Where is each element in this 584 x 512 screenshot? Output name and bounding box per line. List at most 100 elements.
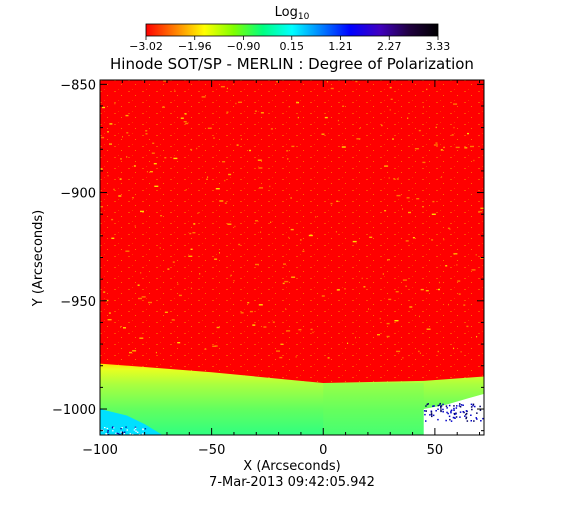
disk-speckle <box>255 220 258 222</box>
disk-speckle <box>389 109 391 111</box>
offlimb-left-noise-dot <box>106 427 109 430</box>
offlimb-noise-dot <box>446 407 448 409</box>
disk-speckle <box>235 102 237 105</box>
disk-speckle <box>148 301 152 304</box>
disk-speckle <box>171 319 175 321</box>
disk-speckle <box>109 123 113 125</box>
offlimb-noise-dot <box>476 412 478 414</box>
disk-speckle <box>180 117 184 119</box>
disk-speckle <box>386 322 390 325</box>
disk-speckle <box>240 138 242 140</box>
offlimb-noise-dot <box>447 412 449 415</box>
disk-speckle <box>449 228 451 230</box>
disk-speckle <box>238 243 241 246</box>
offlimb-noise-dot <box>470 420 472 422</box>
offlimb-left-noise-dot <box>124 431 126 433</box>
disk-speckle <box>254 110 257 112</box>
offlimb-left-noise-dot <box>122 432 124 434</box>
colorbar-gradient <box>145 23 439 37</box>
offlimb-noise-dot <box>465 413 467 416</box>
disk-speckle <box>213 137 215 139</box>
disk-speckle <box>300 239 302 241</box>
offlimb-noise-dot <box>430 411 433 413</box>
offlimb-noise-dot <box>437 418 439 421</box>
disk-speckle <box>105 301 107 303</box>
offlimb-left-noise-dot <box>125 426 127 428</box>
disk-speckle <box>418 350 420 353</box>
offlimb-noise-dot <box>450 420 453 422</box>
disk-speckle <box>207 127 212 129</box>
offlimb-noise-dot <box>450 411 452 414</box>
offlimb-noise-dot <box>440 407 442 409</box>
disk-speckle <box>414 148 419 150</box>
offlimb-noise-dot <box>472 403 475 406</box>
offlimb-noise-dot <box>452 416 455 419</box>
disk-speckle <box>475 254 477 256</box>
disk-speckle <box>152 142 155 144</box>
offlimb-noise-dot <box>475 417 477 419</box>
offlimb-left-noise-dot <box>123 433 125 435</box>
disk-speckle <box>196 147 198 150</box>
x-tick-label: −50 <box>198 443 225 458</box>
offlimb-left-noise-dot <box>115 432 117 434</box>
disk-speckle <box>394 320 399 322</box>
disk-speckle <box>126 156 128 158</box>
disk-speckle <box>133 165 136 167</box>
disk-speckle <box>310 328 313 331</box>
disk-speckle <box>123 327 126 329</box>
disk-speckle <box>102 106 105 109</box>
disk-speckle <box>164 311 168 313</box>
disk-speckle <box>453 347 455 350</box>
disk-speckle <box>453 103 458 105</box>
disk-speckle <box>276 350 280 352</box>
offlimb-left-noise-dot <box>112 427 115 429</box>
disk-speckle <box>219 200 224 202</box>
offlimb-noise-dot <box>464 415 466 417</box>
disk-speckle <box>425 290 429 292</box>
colorbar-tick-label: −1.96 <box>178 40 212 53</box>
offlimb-noise-dot <box>459 406 462 408</box>
disk-speckle <box>405 240 409 242</box>
offlimb-noise-dot <box>455 413 457 415</box>
disk-speckle <box>286 150 289 152</box>
disk-speckle <box>185 189 187 191</box>
disk-speckle <box>337 119 339 122</box>
limb-band <box>100 363 484 435</box>
disk-speckle <box>120 326 121 328</box>
offlimb-noise-dot <box>439 404 441 406</box>
disk-speckle <box>330 202 333 205</box>
offlimb-left-noise-dot <box>101 429 103 431</box>
disk-speckle <box>352 240 357 243</box>
disk-speckle <box>407 117 409 119</box>
disk-speckle <box>220 86 225 88</box>
disk-speckle <box>422 161 426 164</box>
disk-speckle <box>138 297 142 300</box>
disk-speckle <box>101 136 105 139</box>
disk-speckle <box>420 288 424 291</box>
disk-speckle <box>326 81 328 83</box>
timestamp-footer: 7-Mar-2013 09:42:05.942 <box>209 475 375 490</box>
disk-speckle <box>287 158 289 160</box>
offlimb-noise-dot <box>456 405 458 407</box>
disk-speckle <box>431 213 436 215</box>
disk-speckle <box>327 357 330 359</box>
disk-speckle <box>188 255 193 257</box>
colorbar-tick-label: −0.90 <box>227 40 261 53</box>
offlimb-noise-dot <box>437 408 439 410</box>
disk-speckle <box>167 268 170 270</box>
offlimb-noise-dot <box>471 408 473 411</box>
offlimb-left-noise-dot <box>134 427 137 429</box>
disk-speckle <box>151 152 155 154</box>
disk-speckle <box>426 88 428 91</box>
disk-speckle <box>190 248 193 250</box>
disk-speckle <box>433 144 438 146</box>
offlimb-left-noise-dot <box>141 433 144 435</box>
disk-speckle <box>321 133 325 135</box>
offlimb-noise-dot <box>474 405 476 408</box>
disk-speckle <box>369 236 373 238</box>
disk-speckle <box>224 202 227 204</box>
offlimb-noise-dot <box>476 418 478 420</box>
disk-speckle <box>390 98 393 100</box>
disk-speckle <box>103 291 106 293</box>
disk-speckle <box>419 315 420 318</box>
